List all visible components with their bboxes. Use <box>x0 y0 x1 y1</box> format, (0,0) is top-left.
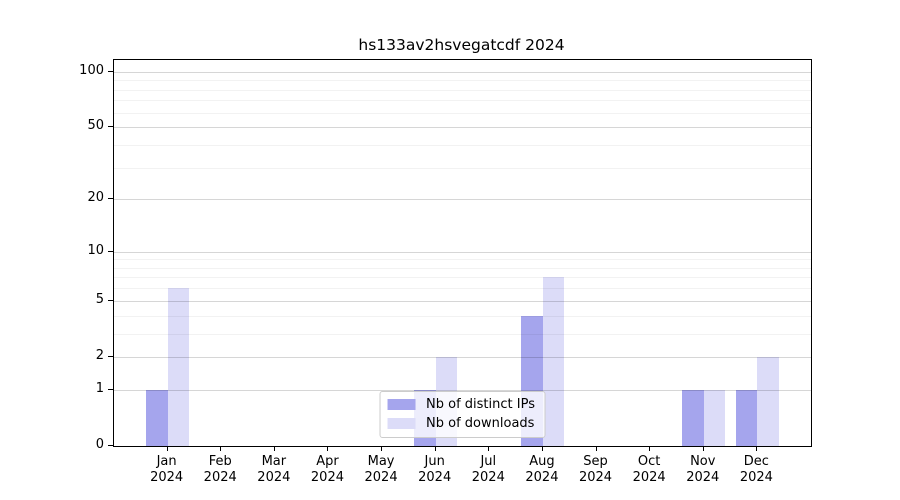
y-tick-label-1: 1 <box>95 380 104 396</box>
x-tick-label-year: 2024 <box>525 470 559 485</box>
x-tick-label-year: 2024 <box>471 470 505 485</box>
bar-distinct-ips-nov <box>682 389 704 446</box>
legend-label-downloads: Nb of downloads <box>426 416 535 431</box>
plot-area: Nb of distinct IPs Nb of downloads <box>113 59 812 447</box>
x-tick-label-month: Apr <box>316 454 339 469</box>
x-tick-mar <box>273 446 275 451</box>
x-tick-label-month: Oct <box>637 454 661 469</box>
minor-gridline-90 <box>114 80 811 82</box>
minor-gridline-8 <box>114 267 811 269</box>
minor-gridline-80 <box>114 89 811 91</box>
major-gridline-10 <box>114 251 811 253</box>
x-tick-label-year: 2024 <box>686 470 720 485</box>
y-tick-10 <box>108 250 113 252</box>
x-tick-apr <box>327 446 329 451</box>
x-tick-label-year: 2024 <box>632 470 666 485</box>
y-tick-label-100: 100 <box>79 62 104 78</box>
major-gridline-2 <box>114 356 811 358</box>
x-tick-sep <box>595 446 597 451</box>
x-tick-label-month: Dec <box>743 454 769 469</box>
major-gridline-20 <box>114 199 811 201</box>
x-tick-label-mar: Mar 2024 <box>244 454 304 486</box>
minor-gridline-3 <box>114 333 811 335</box>
x-tick-label-jan: Jan 2024 <box>137 454 197 486</box>
y-tick-5 <box>108 299 113 301</box>
x-tick-label-month: Nov <box>690 454 716 469</box>
x-tick-label-dec: Dec 2024 <box>726 454 786 486</box>
y-tick-20 <box>108 198 113 200</box>
x-tick-jun <box>434 446 436 451</box>
x-tick-label-year: 2024 <box>364 470 398 485</box>
x-tick-label-year: 2024 <box>203 470 237 485</box>
minor-gridline-40 <box>114 144 811 146</box>
legend-swatch-downloads <box>387 418 416 429</box>
minor-gridline-6 <box>114 288 811 290</box>
x-tick-label-year: 2024 <box>257 470 291 485</box>
bar-downloads-nov <box>703 389 726 446</box>
minor-gridline-60 <box>114 112 811 114</box>
x-tick-label-may: May 2024 <box>351 454 411 486</box>
bar-distinct-ips-dec <box>735 389 758 446</box>
x-tick-label-month: Sep <box>583 454 608 469</box>
y-tick-label-5: 5 <box>95 291 104 307</box>
legend: Nb of distinct IPs Nb of downloads <box>379 391 546 438</box>
x-tick-label-sep: Sep 2024 <box>566 454 626 486</box>
x-tick-jan <box>166 446 168 451</box>
y-tick-0 <box>108 445 113 446</box>
legend-item-distinct-ips: Nb of distinct IPs <box>387 397 535 412</box>
x-tick-label-jul: Jul 2024 <box>458 454 518 486</box>
major-gridline-100 <box>114 71 811 73</box>
x-tick-label-oct: Oct 2024 <box>619 454 679 486</box>
x-tick-nov <box>702 446 704 451</box>
x-tick-may <box>381 446 383 451</box>
x-tick-label-month: Mar <box>261 454 287 469</box>
y-tick-1 <box>108 388 113 390</box>
minor-gridline-7 <box>114 277 811 279</box>
x-tick-label-month: Aug <box>529 454 555 469</box>
y-tick-2 <box>108 355 113 357</box>
major-gridline-5 <box>114 300 811 302</box>
legend-label-distinct-ips: Nb of distinct IPs <box>426 397 535 412</box>
x-tick-label-year: 2024 <box>578 470 613 485</box>
y-tick-label-50: 50 <box>87 118 104 134</box>
bar-downloads-dec <box>757 357 779 446</box>
minor-gridline-70 <box>114 100 811 102</box>
x-tick-label-year: 2024 <box>418 470 452 485</box>
x-tick-dec <box>756 446 758 451</box>
x-tick-feb <box>220 446 222 451</box>
chart-title: hs133av2hsvegatcdf 2024 <box>358 36 565 54</box>
legend-item-downloads: Nb of downloads <box>387 416 535 431</box>
x-tick-label-aug: Aug 2024 <box>512 454 572 486</box>
x-tick-oct <box>649 446 651 451</box>
x-tick-label-jun: Jun 2024 <box>405 454 465 486</box>
y-tick-label-2: 2 <box>95 347 104 363</box>
y-tick-label-20: 20 <box>87 190 104 206</box>
x-tick-label-feb: Feb 2024 <box>190 454 250 486</box>
x-tick-label-apr: Apr 2024 <box>297 454 357 486</box>
legend-swatch-distinct-ips <box>387 399 416 410</box>
bar-downloads-jan <box>167 288 190 446</box>
y-tick-label-0: 0 <box>95 437 104 452</box>
x-tick-label-nov: Nov 2024 <box>673 454 733 486</box>
x-tick-label-month: Jan <box>156 454 177 469</box>
x-tick-jul <box>488 446 490 451</box>
x-tick-aug <box>541 446 543 451</box>
bar-downloads-aug <box>542 277 565 446</box>
x-tick-label-month: Jun <box>424 454 445 469</box>
minor-gridline-9 <box>114 259 811 261</box>
x-tick-label-year: 2024 <box>150 470 184 485</box>
y-tick-100 <box>108 70 113 72</box>
x-tick-label-year: 2024 <box>739 470 773 485</box>
x-tick-label-month: Jul <box>480 454 497 469</box>
minor-gridline-4 <box>114 315 811 317</box>
bar-distinct-ips-jan <box>146 389 168 446</box>
x-tick-label-month: May <box>367 454 395 469</box>
y-tick-50 <box>108 126 113 128</box>
major-gridline-50 <box>114 127 811 129</box>
x-tick-label-month: Feb <box>208 454 232 469</box>
x-tick-label-year: 2024 <box>310 470 344 485</box>
y-tick-label-10: 10 <box>87 242 104 258</box>
minor-gridline-30 <box>114 167 811 169</box>
